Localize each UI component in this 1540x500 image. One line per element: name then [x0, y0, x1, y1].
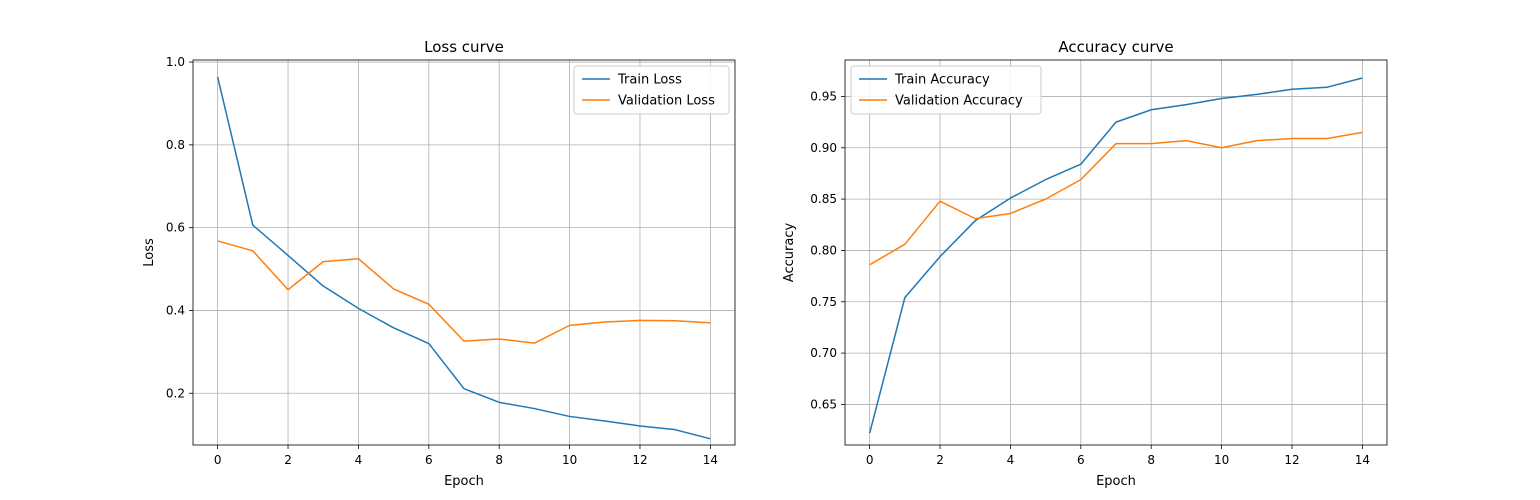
- x-axis-label: Epoch: [1096, 474, 1136, 489]
- x-tick-label: 8: [495, 453, 503, 467]
- legend-box: [850, 65, 1042, 115]
- y-tick-label: 0.75: [810, 295, 837, 309]
- chart-panel-0: 0 2 4 6 8 10 12 14 0.2 0.4 0.6 0.8 1.0 Loss curve Epoc…: [142, 38, 736, 489]
- x-tick-label: 10: [562, 453, 577, 467]
- x-tick-label: 4: [355, 453, 363, 467]
- x-tick-label: 10: [1214, 453, 1229, 467]
- legend-label-1: Validation Accuracy: [895, 94, 1023, 109]
- y-tick-label: 0.6: [166, 221, 185, 235]
- y-axis-label: Accuracy: [782, 223, 797, 283]
- chart-title: Loss curve: [424, 38, 504, 56]
- plot-frame: [192, 59, 736, 446]
- y-tick-label: 0.80: [810, 243, 837, 257]
- series-line-0: [216, 76, 711, 440]
- y-tick-label: 0.4: [166, 303, 185, 317]
- x-tick-label: 14: [703, 453, 718, 467]
- legend-label-1: Validation Loss: [618, 94, 715, 109]
- series-line-1: [217, 240, 711, 344]
- x-tick-label: 0: [866, 453, 874, 467]
- y-tick-label: 0.95: [810, 89, 837, 103]
- y-tick-label: 0.2: [166, 386, 185, 400]
- x-tick-label: 2: [284, 453, 292, 467]
- legend: Train Accuracy Validation Accuracy: [850, 65, 1042, 115]
- x-tick-label: 12: [632, 453, 647, 467]
- legend-box: [573, 65, 730, 115]
- x-tick-label: 12: [1284, 453, 1299, 467]
- y-tick-label: 0.90: [810, 141, 837, 155]
- x-tick-label: 6: [425, 453, 433, 467]
- legend: Train Loss Validation Loss: [573, 65, 730, 115]
- y-tick-label: 0.65: [810, 397, 837, 411]
- chart-panel-1: 0 2 4 6 8 10 12 14 0.65 0.70 0.75 0.80 0.85 0.90 0.95 A…: [782, 38, 1388, 489]
- x-tick-label: 2: [936, 453, 944, 467]
- y-tick-label: 0.70: [810, 346, 837, 360]
- x-tick-label: 6: [1077, 453, 1085, 467]
- plot-frame: [844, 59, 1388, 446]
- series-line-1: [869, 131, 1363, 266]
- y-axis-label: Loss: [142, 238, 157, 267]
- x-tick-label: 14: [1355, 453, 1370, 467]
- legend-label-0: Train Accuracy: [894, 73, 990, 88]
- y-tick-label: 1.0: [166, 55, 185, 69]
- y-tick-label: 0.8: [166, 138, 185, 152]
- x-tick-label: 8: [1147, 453, 1155, 467]
- series-line-0: [868, 77, 1363, 434]
- x-tick-label: 0: [214, 453, 222, 467]
- chart-title: Accuracy curve: [1058, 38, 1173, 56]
- y-tick-label: 0.85: [810, 192, 837, 206]
- x-tick-label: 4: [1007, 453, 1015, 467]
- x-axis-label: Epoch: [444, 474, 484, 489]
- legend-label-0: Train Loss: [617, 73, 682, 88]
